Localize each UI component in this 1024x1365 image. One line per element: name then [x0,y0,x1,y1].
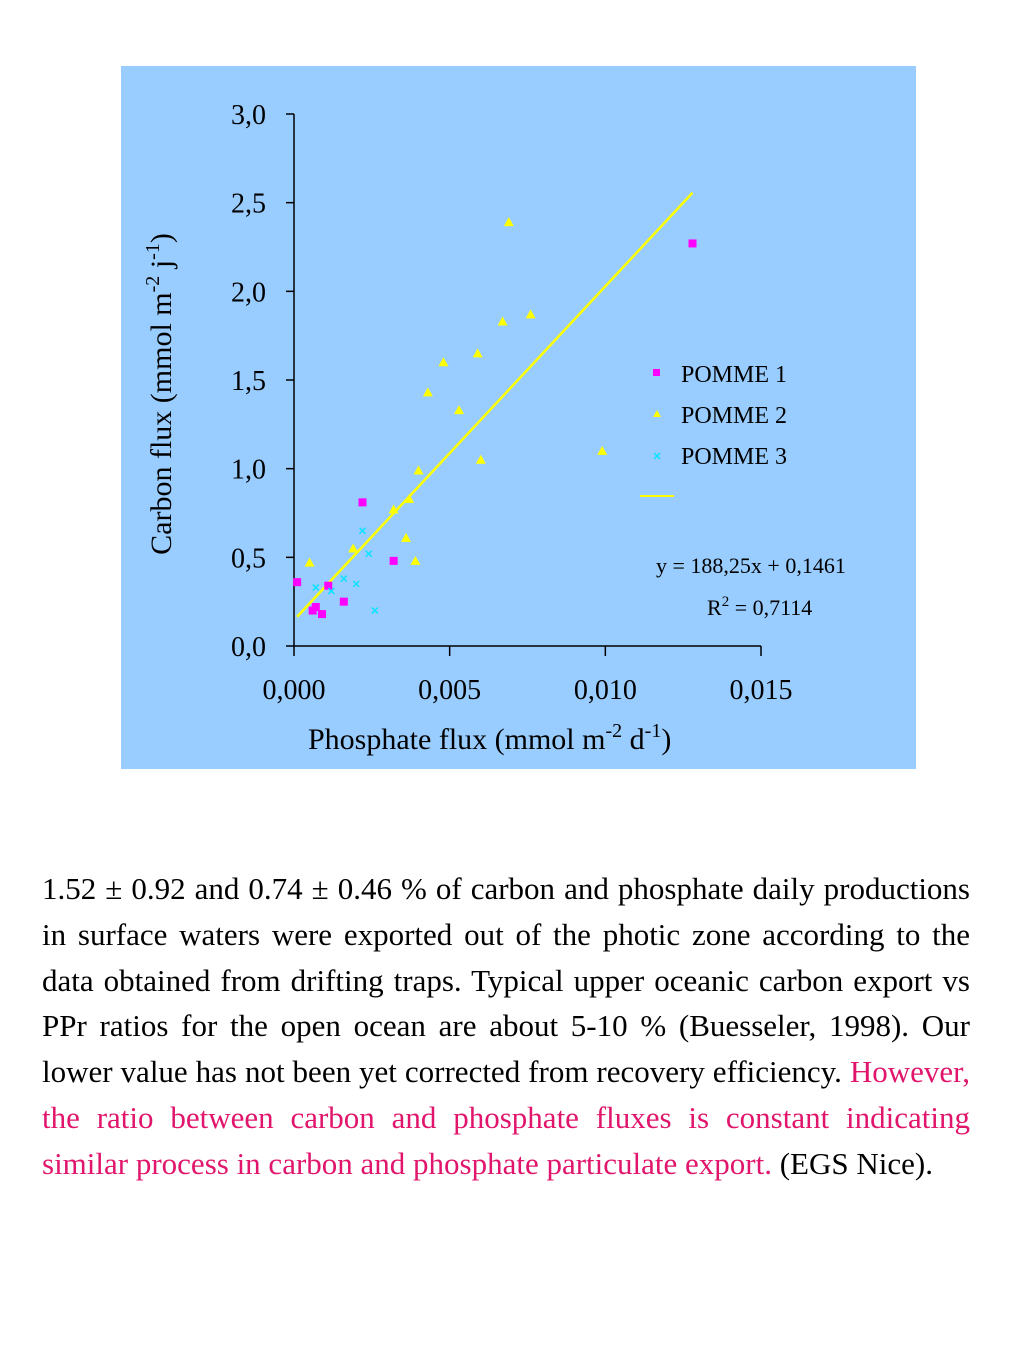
body-paragraph: 1.52 ± 0.92 and 0.74 ± 0.46 % of carbon … [42,866,970,1187]
data-point-series-2 [410,555,421,565]
x-ticks: 0,000 0,005 0,010 0,015 [263,646,793,706]
data-point-series-2 [348,543,359,553]
data-point-series-2 [388,504,399,514]
trend-layer [296,191,694,618]
data-point-series-2 [304,557,315,567]
legend-marker-pomme-2 [653,410,661,417]
data-point-series-2 [413,465,424,475]
legend-label-pomme-3: POMME 3 [681,444,787,470]
data-point-series-1 [688,239,697,248]
y-tick-label: 1,0 [231,455,266,486]
paragraph-main-text: 1.52 ± 0.92 and 0.74 ± 0.46 % of carbon … [42,871,970,1090]
y-tick-label: 3,0 [231,100,266,131]
trendline [296,191,694,618]
data-point-series-3 [312,583,320,591]
scatter-chart: 0,00,51,01,52,02,53,0 0,000 0,005 0,010 0,0… [142,100,846,756]
data-point-series-2 [472,348,483,358]
legend: POMME 1 POMME 2 POMME 3 [640,362,787,497]
data-point-series-2 [401,532,412,542]
paragraph-highlight-text: However, the ratio between carbon and ph… [42,1054,971,1181]
data-point-series-2 [597,445,608,455]
x-tick-label: 0,005 [418,675,481,706]
y-ticks: 0,0 0,5 1,0 1,5 2,0 2,5 3,0 [231,100,294,663]
data-point-series-1 [318,610,327,619]
data-point-series-2 [525,309,536,319]
x-axis-title: Phosphate flux (mmol m-2 d-1) [308,720,671,756]
data-point-series-2 [438,357,449,367]
data-point-series-2 [497,316,508,326]
data-point-series-1 [293,578,302,587]
data-point-series-1 [324,581,333,590]
y-tick-label: 2,0 [231,277,266,308]
points-layer [293,217,697,619]
data-point-series-1 [311,602,320,611]
y-tick-label: 1,5 [231,366,266,397]
trendline-r-squared: R2 = 0,7114 [707,594,812,620]
data-point-series-2 [404,493,415,503]
chart-panel: 0,0 0,5 1,0 1,5 2,0 2,5 3,0 0,000 0,005 0,010 0,0… [121,66,916,769]
y-tick-label: 2,5 [231,189,266,220]
data-point-series-2 [422,387,433,397]
data-point-series-2 [454,405,465,415]
data-point-series-2 [503,217,514,227]
y-tick-label: 0,5 [231,543,266,574]
data-point-series-3 [358,527,366,535]
data-point-series-1 [358,498,367,507]
x-tick-label: 0,000 [263,675,326,706]
data-point-series-2 [475,454,486,464]
x-tick-label: 0,015 [730,675,793,706]
legend-label-pomme-2: POMME 2 [681,403,787,429]
data-point-series-1 [339,597,348,606]
legend-marker-pomme-3 [653,452,661,460]
paragraph-citation-text: (EGS Nice). [771,1145,933,1181]
y-tick-label: 0,0 [231,632,266,663]
data-point-series-3 [371,607,379,615]
x-tick-label: 0,010 [574,675,637,706]
y-axis-title: Carbon flux (mmol m-2 j-1) [142,233,178,555]
data-point-series-3 [327,587,335,595]
data-point-series-1 [389,556,398,565]
legend-label-pomme-1: POMME 1 [681,362,787,388]
legend-marker-pomme-1 [653,369,660,376]
trendline-equation: y = 188,25x + 0,1461 [656,553,846,578]
data-point-series-3 [340,575,348,583]
data-point-series-3 [352,580,360,588]
data-point-series-3 [365,550,373,558]
